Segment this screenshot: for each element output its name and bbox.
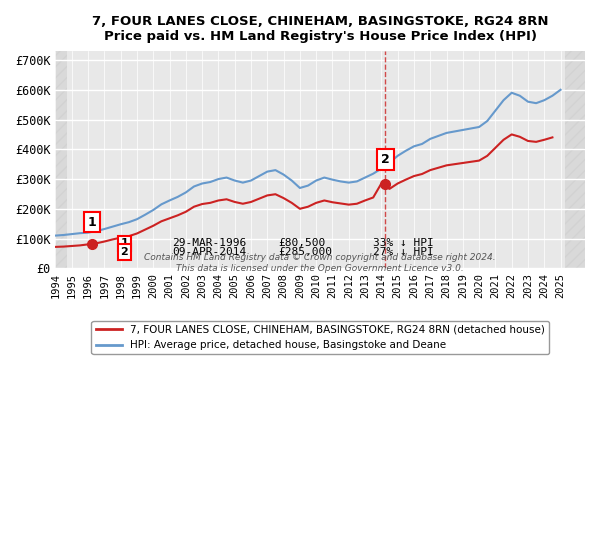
Text: Contains HM Land Registry data © Crown copyright and database right 2024.
This d: Contains HM Land Registry data © Crown c… [145,253,496,273]
Text: £285,000: £285,000 [278,247,332,257]
Text: 33% ↓ HPI: 33% ↓ HPI [373,239,434,248]
Legend: 7, FOUR LANES CLOSE, CHINEHAM, BASINGSTOKE, RG24 8RN (detached house), HPI: Aver: 7, FOUR LANES CLOSE, CHINEHAM, BASINGSTO… [91,321,549,354]
Text: 29-MAR-1996: 29-MAR-1996 [172,239,246,248]
Bar [565,51,585,268]
Text: 09-APR-2014: 09-APR-2014 [172,247,246,257]
Text: £80,500: £80,500 [278,239,325,248]
Text: 1: 1 [121,239,128,248]
Bar [55,51,67,268]
Text: 27% ↓ HPI: 27% ↓ HPI [373,247,434,257]
Title: 7, FOUR LANES CLOSE, CHINEHAM, BASINGSTOKE, RG24 8RN
Price paid vs. HM Land Regi: 7, FOUR LANES CLOSE, CHINEHAM, BASINGSTO… [92,15,548,43]
Text: 2: 2 [381,153,390,166]
Text: 2: 2 [121,247,128,257]
Text: 1: 1 [88,216,97,228]
